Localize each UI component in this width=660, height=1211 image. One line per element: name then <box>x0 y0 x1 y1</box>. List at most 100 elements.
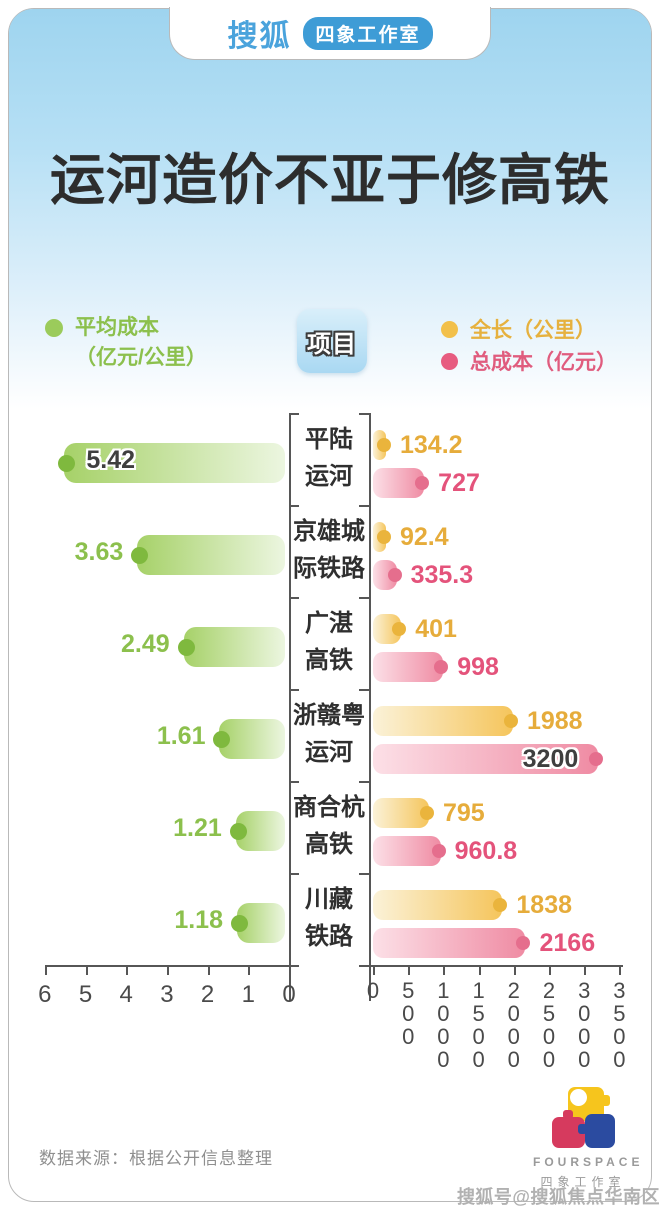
total-cost-tip-dot <box>415 476 430 490</box>
left-axis-tick <box>85 967 88 975</box>
avg-cost-value: 2.49 <box>121 630 170 658</box>
row-boundary-tick <box>359 413 369 415</box>
total-cost-bar <box>373 652 444 682</box>
bidirectional-bar-chart: 平陆 运河 5.42 134.2 727 京雄城 际铁路 3.63 92.4 335.3 广湛 … <box>9 9 651 1201</box>
length-tip-dot <box>377 438 391 452</box>
right-axis-tick <box>478 967 481 975</box>
length-bar <box>373 706 513 736</box>
avg-cost-value: 1.21 <box>173 814 222 842</box>
left-axis-tick <box>289 967 291 975</box>
project-header-label: 项目 <box>307 330 357 358</box>
avg-cost-value: 3.63 <box>74 538 124 566</box>
row-boundary-tick <box>359 505 369 507</box>
total-cost-tip-dot <box>434 660 449 674</box>
row-boundary-tick <box>289 505 299 507</box>
green-dot-icon <box>45 319 63 337</box>
total-cost-value: 2166 <box>539 929 596 957</box>
total-cost-bar <box>373 836 441 866</box>
right-axis-tick-label: 1 0 0 0 <box>437 978 450 1072</box>
right-axis-tick <box>513 967 516 975</box>
length-value: 795 <box>442 799 485 827</box>
total-cost-value: 335.3 <box>410 561 474 589</box>
row-boundary-tick <box>359 689 369 691</box>
row-boundary-tick <box>289 597 299 599</box>
legend-total-cost-label: 总成本（亿元） <box>470 351 617 374</box>
total-cost-tip-dot <box>589 752 604 766</box>
legend-right: 全长（公里） 总成本（亿元） <box>441 313 617 377</box>
yellow-dot-icon <box>441 320 458 338</box>
avg-cost-value: 1.61 <box>156 722 206 750</box>
right-axis-tick-label: 3 0 0 0 <box>578 978 591 1072</box>
fourspace-logo-subtext: 四象工作室 <box>540 1175 626 1189</box>
row-boundary-tick <box>289 689 299 691</box>
total-cost-bar <box>373 560 397 590</box>
row-boundary-tick <box>359 873 369 875</box>
header-notch: 搜狐 四象工作室 <box>169 7 491 60</box>
pink-dot-icon <box>441 352 458 370</box>
legend-length-label: 全长（公里） <box>470 319 596 342</box>
data-source-note: 数据来源：根据公开信息整理 <box>39 1149 273 1168</box>
left-axis-line <box>45 965 299 967</box>
left-axis-tick <box>126 967 129 975</box>
avg-cost-value: 5.42 <box>86 446 136 474</box>
project-name: 广湛 高铁 <box>305 610 353 674</box>
right-axis-tick-label: 0 <box>366 978 380 1003</box>
right-axis-tick <box>408 967 411 975</box>
length-value: 134.2 <box>400 431 463 459</box>
length-value: 401 <box>415 615 457 643</box>
right-axis-tick-label: 3 5 0 0 <box>613 978 626 1072</box>
right-axis-tick <box>619 967 622 975</box>
total-cost-bar <box>373 928 526 958</box>
project-name: 商合杭 高铁 <box>293 794 365 858</box>
legend-avg-cost: 平均成本 （亿元/公里） <box>45 313 207 373</box>
avg-cost-tip-dot <box>58 455 76 472</box>
infographic-card: 搜狐 四象工作室 运河造价不亚于修高铁 平均成本 （亿元/公里） 项目 全长（公… <box>8 7 652 1202</box>
total-cost-value: 3200 <box>522 745 579 773</box>
length-tip-dot <box>419 806 434 820</box>
total-cost-tip-dot <box>431 844 446 858</box>
length-value: 1838 <box>516 891 573 919</box>
length-tip-dot <box>493 898 508 912</box>
left-axis-tick <box>207 967 210 975</box>
length-bar <box>373 798 429 828</box>
row-boundary-tick <box>289 413 299 415</box>
right-axis-tick <box>549 967 551 975</box>
left-axis-tick-label: 6 <box>38 981 52 1008</box>
studio-badge: 四象工作室 <box>303 16 433 50</box>
avg-cost-tip-dot <box>229 823 247 840</box>
total-cost-value: 727 <box>438 469 480 497</box>
total-cost-value: 960.8 <box>454 837 518 865</box>
avg-cost-tip-dot <box>177 639 195 656</box>
left-axis-tick <box>44 967 47 975</box>
row-boundary-tick <box>359 781 369 783</box>
left-axis-tick-label: 4 <box>119 981 133 1008</box>
project-column-left-line <box>289 413 291 1001</box>
page-title: 运河造价不亚于修高铁 <box>49 149 610 211</box>
right-axis-tick-label: 2 0 0 0 <box>507 978 520 1072</box>
avg-cost-tip-dot <box>131 547 149 564</box>
length-tip-dot <box>377 530 391 544</box>
left-axis-tick <box>248 967 251 975</box>
total-cost-bar <box>373 744 599 774</box>
project-column-header: 项目 <box>297 309 367 373</box>
right-axis-tick <box>443 967 446 975</box>
legend-avg-cost-unit: （亿元/公里） <box>75 346 207 369</box>
length-bar <box>373 890 503 920</box>
row-boundary-tick <box>289 781 299 783</box>
project-name: 浙赣粤 运河 <box>293 702 365 766</box>
avg-cost-bar <box>219 719 285 759</box>
total-cost-value: 998 <box>457 653 499 681</box>
legend-avg-cost-label: 平均成本 <box>75 316 159 339</box>
row-boundary-tick <box>359 597 369 599</box>
row-boundary-tick <box>289 873 299 875</box>
fourspace-logo-text: FOURSPACE <box>533 1155 644 1169</box>
right-axis-line <box>359 965 624 967</box>
fourspace-logo: FOURSPACE 四象工作室 <box>533 1087 644 1190</box>
total-cost-tip-dot <box>387 568 402 582</box>
sohu-watermark: 搜狐号@搜狐焦点华南区 <box>456 1187 660 1207</box>
avg-cost-bar <box>183 627 285 667</box>
project-name: 平陆 运河 <box>305 426 353 490</box>
left-axis-tick-label: 3 <box>160 981 174 1008</box>
avg-cost-value: 1.18 <box>174 906 223 934</box>
length-value: 92.4 <box>400 523 449 551</box>
